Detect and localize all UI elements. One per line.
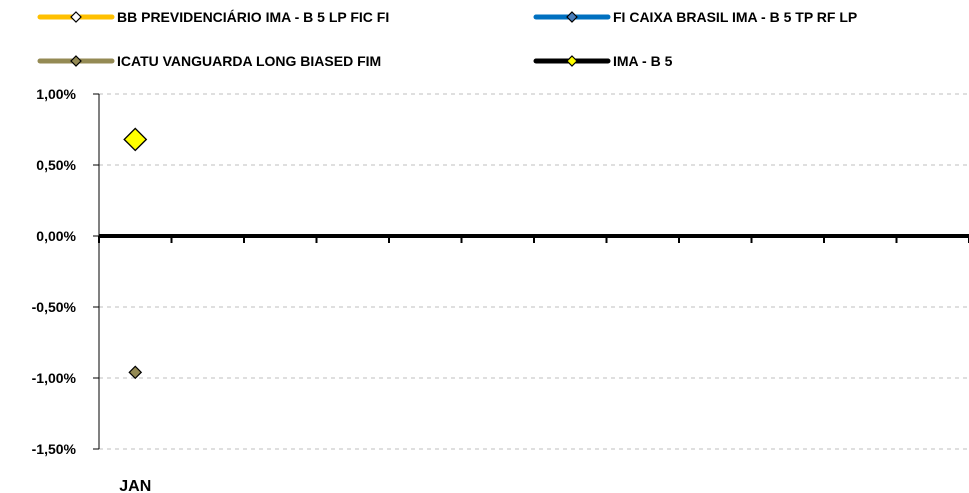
- legend-marker: [566, 11, 578, 23]
- data-point: [123, 127, 148, 152]
- y-tick-label: -1,00%: [32, 370, 77, 386]
- y-tick-label: 0,50%: [36, 157, 76, 173]
- x-tick-label: JAN: [119, 478, 151, 493]
- legend-label: ICATU VANGUARDA LONG BIASED FIM: [117, 53, 381, 69]
- y-axis-ticks: 1,00% 0,50% 0,00% -0,50% -1,00% -1,50%: [32, 86, 99, 457]
- series-marks: [123, 127, 148, 380]
- y-tick-label: 0,00%: [36, 228, 76, 244]
- axes: [98, 94, 969, 449]
- y-tick-label: -1,50%: [32, 441, 77, 457]
- y-tick-label: 1,00%: [36, 86, 76, 102]
- legend-label: IMA - B 5: [613, 53, 673, 69]
- legend-marker: [566, 55, 578, 67]
- data-point: [128, 365, 143, 380]
- legend-marker: [70, 11, 82, 23]
- legend-marker: [70, 55, 82, 67]
- legend: BB PREVIDENCIÁRIO IMA - B 5 LP FIC FI FI …: [37, 9, 857, 69]
- legend-label: FI CAIXA BRASIL IMA - B 5 TP RF LP: [613, 9, 857, 25]
- x-axis-ticks: JAN: [98, 236, 969, 493]
- gridlines: [99, 93, 969, 450]
- y-tick-label: -0,50%: [32, 299, 77, 315]
- legend-label: BB PREVIDENCIÁRIO IMA - B 5 LP FIC FI: [117, 9, 389, 25]
